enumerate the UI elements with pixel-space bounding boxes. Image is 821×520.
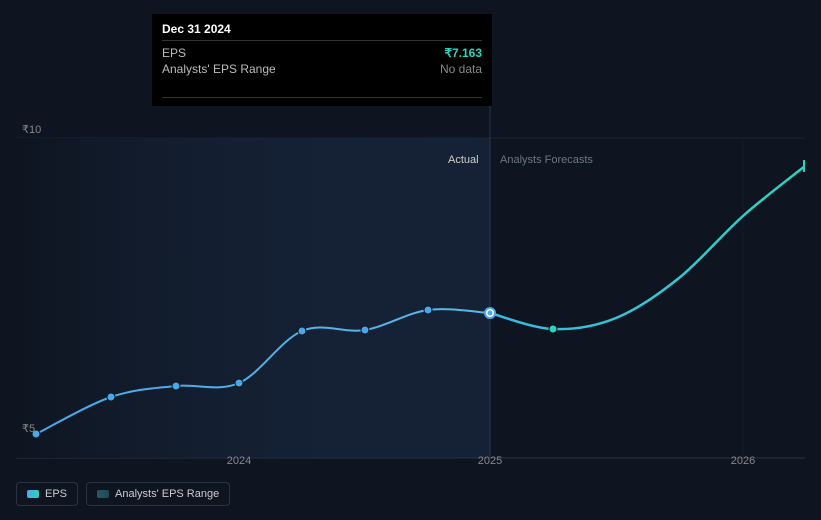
tooltip-row-value: No data [440,62,482,76]
tooltip-row-label: EPS [162,46,186,60]
legend-item[interactable]: EPS [16,482,78,506]
tooltip-row: EPS ₹7.163 [162,45,482,61]
actual-section-label: Actual [448,154,479,166]
legend-label: Analysts' EPS Range [115,488,219,500]
tooltip-row-label: Analysts' EPS Range [162,62,276,76]
legend-swatch-icon [97,490,109,498]
y-axis-tick: ₹10 [22,123,41,136]
legend-label: EPS [45,488,67,500]
y-axis-tick: ₹5 [22,422,35,435]
legend-item[interactable]: Analysts' EPS Range [86,482,230,506]
chart-tooltip: Dec 31 2024 EPS₹7.163Analysts' EPS Range… [152,14,492,106]
forecast-section-label: Analysts Forecasts [500,154,593,166]
eps-chart: ₹10 ₹5 2024 2025 2026 Actual Analysts Forec… [16,16,805,504]
tooltip-row: Analysts' EPS Range No data [162,61,482,77]
legend-swatch-icon [27,490,39,498]
x-axis-tick: 2025 [478,455,502,467]
tooltip-title: Dec 31 2024 [162,22,482,41]
x-axis-tick: 2024 [227,455,251,467]
chart-legend: EPS Analysts' EPS Range [16,482,230,506]
tooltip-row-value: ₹7.163 [444,46,482,60]
x-axis-tick: 2026 [731,455,755,467]
